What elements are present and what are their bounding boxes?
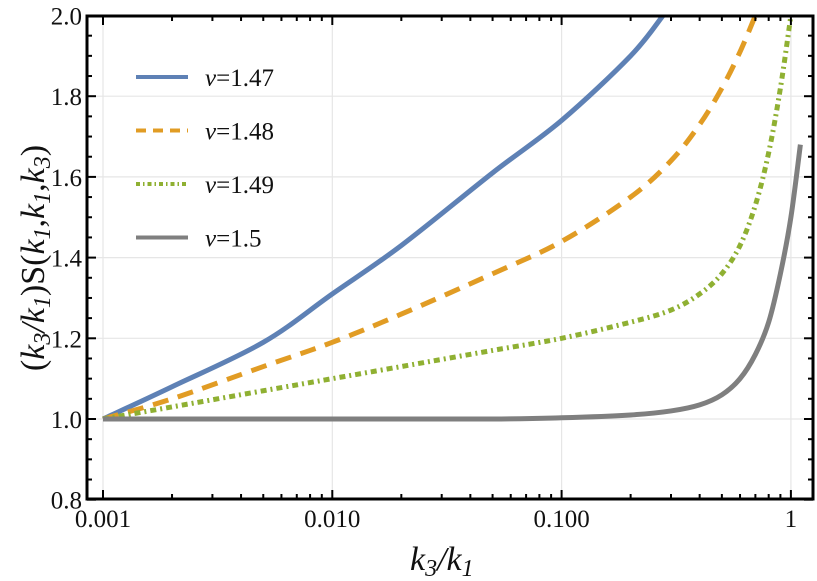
legend-item: ν=1.47 [136,65,274,92]
x-tick-label: 0.010 [304,506,360,533]
gridlines [87,14,813,501]
y-tick-label: 2.0 [51,4,82,31]
y-tick-label: 1.2 [51,326,82,353]
x-axis-label: k3/k1 [410,541,474,581]
data-series [101,16,803,422]
legend-item: ν=1.5 [136,226,261,253]
series-line-1 [102,16,758,422]
y-axis-label: (k3/k1)S(k1,k1,k3) [15,145,56,371]
legend: ν=1.47 ν=1.48 ν=1.49 ν=1.5 [136,65,274,253]
x-tick-label: 0.100 [533,506,589,533]
legend-label: ν=1.48 [205,119,274,146]
x-tick-label: 0.001 [75,506,131,533]
legend-label: ν=1.47 [205,65,274,92]
legend-label: ν=1.5 [205,226,261,253]
axis-ticks [87,14,813,501]
legend-item: ν=1.49 [136,172,274,199]
legend-label: ν=1.49 [205,172,274,199]
y-tick-label: 0.8 [51,488,82,515]
y-tick-label: 1.4 [51,246,83,273]
series-line-2 [102,16,794,422]
series-line-3 [103,144,803,422]
y-tick-label: 1.0 [51,407,82,434]
tick-labels: 0.001 0.010 0.100 1 0.8 1.0 1.2 1.4 1.6 1.8 2.0 [51,4,797,534]
series-line-0 [101,16,666,422]
legend-item: ν=1.48 [136,119,274,146]
y-tick-label: 1.6 [51,165,82,192]
svg-text:(k3/k1)S(k1,k1,k3): (k3/k1)S(k1,k1,k3) [15,145,56,371]
x-tick-label: 1 [785,506,798,533]
y-tick-label: 1.8 [51,84,82,111]
